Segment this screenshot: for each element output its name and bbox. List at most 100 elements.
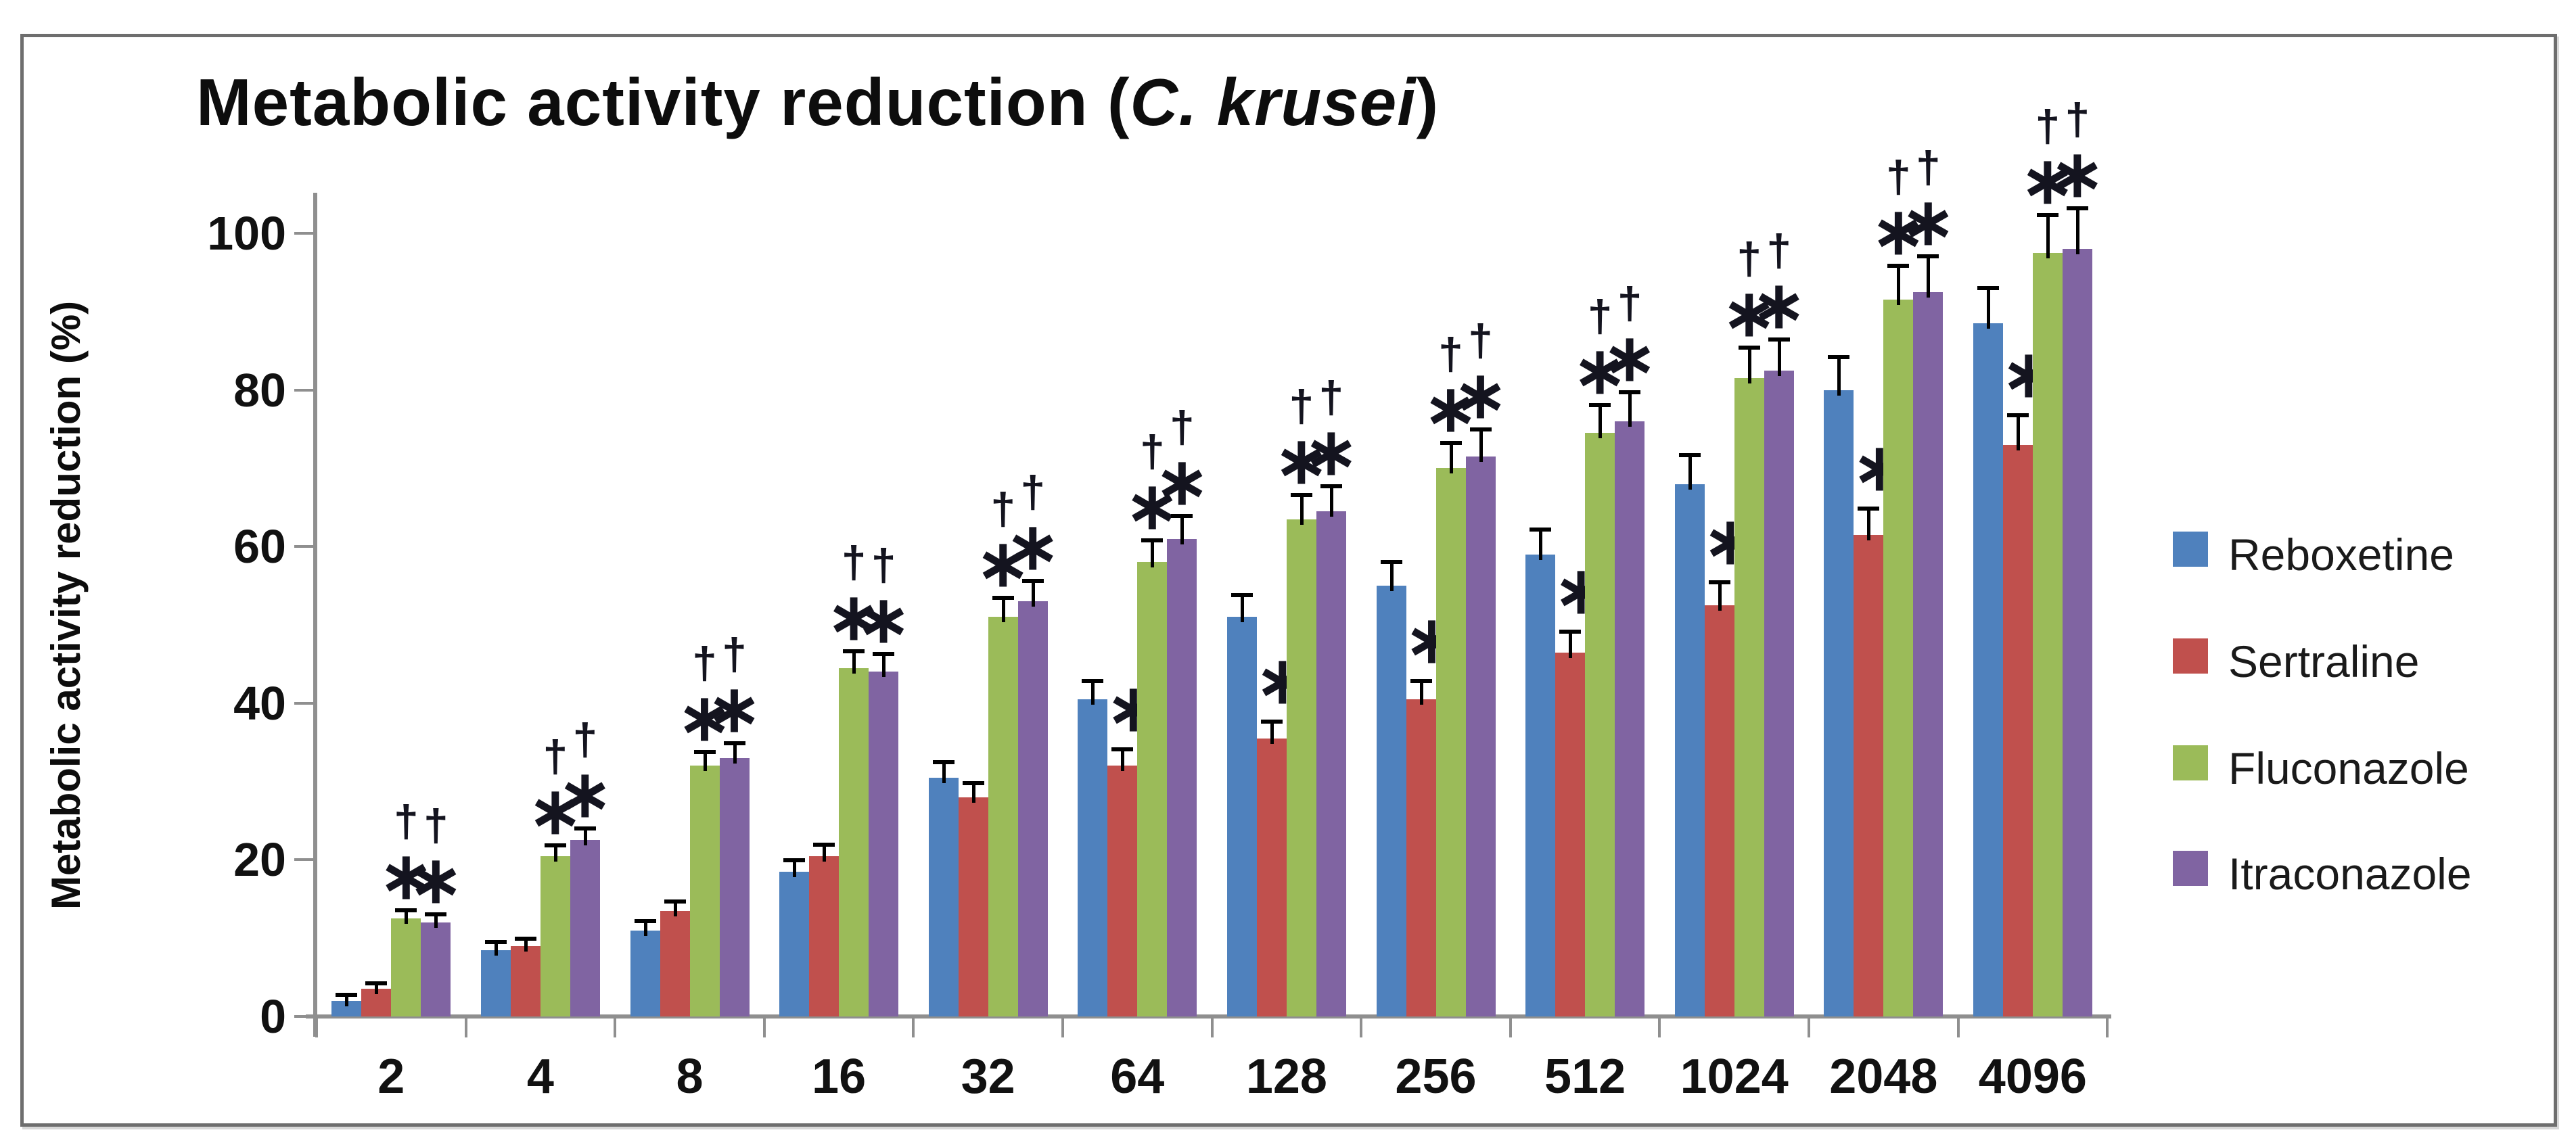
chart-title-close: ) bbox=[1416, 65, 1440, 139]
error-bar bbox=[434, 915, 438, 929]
x-tick bbox=[762, 1019, 766, 1037]
asterisk-annotation: ∗ bbox=[856, 584, 911, 657]
chart-title-text: Metabolic activity reduction ( bbox=[196, 65, 1130, 139]
error-bar-cap bbox=[873, 652, 895, 657]
bar-sertraline-2048 bbox=[1854, 534, 1884, 1016]
x-tick bbox=[1658, 1019, 1661, 1037]
error-bar bbox=[405, 911, 409, 924]
bar-reboxetine-4096 bbox=[1973, 323, 2003, 1016]
error-bar bbox=[1270, 722, 1274, 744]
x-tick bbox=[315, 1019, 318, 1037]
error-bar bbox=[1389, 563, 1394, 592]
error-bar-cap bbox=[1082, 678, 1104, 683]
error-bar bbox=[1180, 517, 1184, 544]
bar-itraconazole-32 bbox=[1017, 601, 1048, 1016]
error-bar-cap bbox=[544, 843, 566, 847]
error-bar-cap bbox=[1977, 286, 1999, 291]
error-bar-cap bbox=[1678, 453, 1701, 458]
error-bar-cap bbox=[425, 912, 447, 916]
error-bar-cap bbox=[783, 858, 806, 862]
legend-swatch-fluconazole bbox=[2173, 745, 2208, 780]
y-tick-label: 80 bbox=[233, 363, 286, 417]
dagger-annotation: † bbox=[2035, 100, 2061, 151]
asterisk-annotation: ∗ bbox=[1005, 511, 1060, 584]
bar-reboxetine-8 bbox=[630, 930, 660, 1016]
dagger-annotation: † bbox=[543, 730, 568, 781]
bar-itraconazole-256 bbox=[1465, 457, 1496, 1016]
dagger-annotation: † bbox=[1766, 225, 1792, 275]
bar-fluconazole-4096 bbox=[2032, 252, 2063, 1016]
bar-reboxetine-2 bbox=[331, 1000, 362, 1016]
error-bar-cap bbox=[2066, 206, 2088, 211]
bar-fluconazole-8 bbox=[689, 766, 720, 1016]
x-tick bbox=[2106, 1019, 2109, 1037]
error-bar bbox=[1897, 266, 1901, 306]
bar-reboxetine-256 bbox=[1376, 586, 1406, 1016]
error-bar-cap bbox=[574, 826, 596, 831]
error-bar-cap bbox=[1530, 528, 1552, 532]
legend-label-sertraline: Sertraline bbox=[2228, 636, 2420, 686]
asterisk-annotation: ∗ bbox=[1572, 334, 1628, 407]
error-bar-cap bbox=[1320, 484, 1342, 489]
bar-fluconazole-4 bbox=[540, 856, 570, 1016]
dagger-annotation: † bbox=[722, 629, 747, 680]
dagger-annotation: † bbox=[990, 483, 1016, 534]
error-bar bbox=[1747, 349, 1751, 384]
error-bar bbox=[1300, 496, 1304, 525]
error-bar-cap bbox=[1708, 580, 1730, 584]
error-bar-cap bbox=[962, 781, 984, 786]
dagger-annotation: † bbox=[1020, 467, 1046, 517]
bar-reboxetine-16 bbox=[779, 871, 810, 1016]
asterisk-annotation: ∗ bbox=[1155, 446, 1210, 519]
bar-fluconazole-512 bbox=[1585, 433, 1615, 1016]
asterisk-annotation: ∗ bbox=[975, 527, 1030, 600]
x-tick bbox=[1808, 1019, 1810, 1037]
y-tick bbox=[294, 545, 313, 548]
error-bar bbox=[1449, 444, 1453, 474]
bar-reboxetine-128 bbox=[1226, 617, 1257, 1016]
dagger-annotation: † bbox=[1438, 328, 1463, 379]
asterisk-annotation: ∗ bbox=[677, 681, 732, 754]
error-bar-cap bbox=[1559, 629, 1582, 634]
error-bar bbox=[1151, 542, 1155, 568]
asterisk-annotation: ∗ bbox=[1304, 416, 1359, 489]
asterisk-annotation: ∗ bbox=[2050, 138, 2105, 211]
error-bar bbox=[1777, 340, 1781, 376]
bar-sertraline-4 bbox=[510, 945, 540, 1016]
y-tick bbox=[294, 388, 313, 392]
bar-reboxetine-512 bbox=[1525, 554, 1556, 1016]
x-tick bbox=[912, 1019, 915, 1037]
error-bar-cap bbox=[1290, 493, 1312, 498]
y-tick bbox=[294, 701, 313, 705]
chart-title-species: C. krusei bbox=[1130, 65, 1417, 139]
error-bar bbox=[1479, 430, 1483, 463]
error-bar-cap bbox=[1858, 506, 1880, 511]
error-bar bbox=[882, 655, 886, 678]
x-tick bbox=[614, 1019, 617, 1037]
error-bar bbox=[1628, 394, 1632, 427]
error-bar-cap bbox=[1260, 719, 1283, 724]
dagger-annotation: † bbox=[871, 540, 896, 590]
error-bar-cap bbox=[484, 940, 507, 945]
chart-title: Metabolic activity reduction (C. krusei) bbox=[196, 64, 1439, 141]
legend-label-fluconazole: Fluconazole bbox=[2228, 743, 2469, 793]
x-tick-label: 4096 bbox=[1978, 1050, 2087, 1104]
error-bar-cap bbox=[336, 992, 358, 997]
error-bar-cap bbox=[1589, 402, 1611, 407]
asterisk-annotation: ∗ bbox=[409, 843, 463, 916]
bar-reboxetine-1024 bbox=[1674, 484, 1705, 1016]
asterisk-annotation: ∗ bbox=[826, 580, 881, 653]
y-tick bbox=[294, 1015, 313, 1018]
error-bar-cap bbox=[1111, 747, 1134, 752]
bar-itraconazole-2048 bbox=[1913, 291, 1944, 1016]
bar-itraconazole-4 bbox=[570, 840, 600, 1016]
error-bar-cap bbox=[843, 649, 865, 653]
dagger-annotation: † bbox=[692, 637, 717, 688]
dagger-annotation: † bbox=[1289, 381, 1314, 431]
error-bar-cap bbox=[1440, 440, 1462, 445]
asterisk-annotation: ∗ bbox=[528, 774, 583, 847]
error-bar bbox=[1539, 531, 1543, 560]
error-bar bbox=[1688, 457, 1692, 490]
bar-sertraline-8 bbox=[660, 910, 690, 1016]
error-bar-cap bbox=[813, 842, 835, 847]
